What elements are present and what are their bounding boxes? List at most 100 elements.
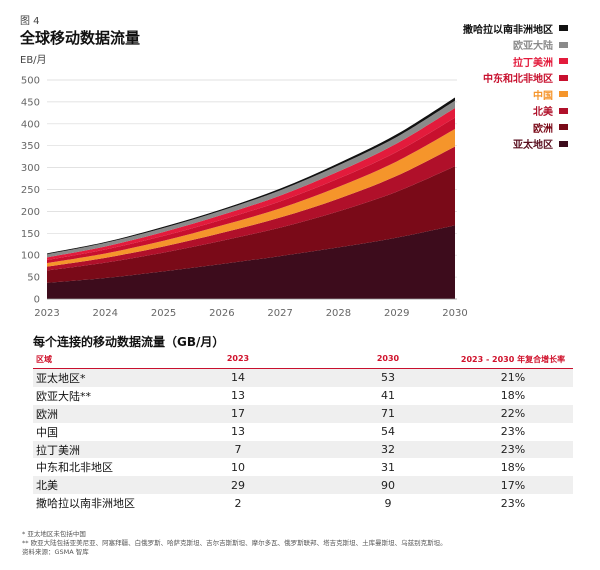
cell-2023: 29 [231,478,245,492]
legend-swatch [559,140,568,147]
y-tick-label: 500 [21,76,40,87]
y-tick-label: 50 [27,273,40,284]
y-tick-label: 150 [21,229,40,240]
area-series [47,166,455,283]
legend-swatch [559,41,568,48]
cell-region: 中国 [36,425,58,439]
table-header: 区域 2023 2030 2023 - 2030 年复合增长率 [33,354,573,369]
cell-2023: 14 [231,371,245,385]
area-series [47,225,455,299]
legend-item: 拉丁美洲 [418,53,568,70]
table-row: 中国 13 54 23% [33,423,573,441]
cell-2023: 13 [231,389,245,403]
legend-swatch [559,74,568,81]
x-tick-label: 2027 [267,308,292,319]
legend-item: 中国 [418,86,568,103]
table-row: 拉丁美洲 7 32 23% [33,440,573,459]
x-tick-label: 2023 [34,308,59,319]
y-tick-label: 350 [21,141,40,152]
cell-2030: 71 [381,407,395,421]
legend-swatch [559,25,568,32]
cell-2030: 90 [381,478,395,492]
table-body: 亚太地区* 14 53 21% 欧亚大陆** 13 41 18% 欧洲 17 71 22% 中国 13 54… [33,369,573,512]
cell-cagr: 23% [500,443,526,456]
cell-2030: 53 [381,371,395,385]
header-2023: 2023 [226,354,250,363]
cell-2023: 17 [231,407,245,421]
y-axis-label: EB/月 [20,54,47,66]
header-cagr: 2023 - 2030 年复合增长率 [460,355,566,364]
footnotes: * 亚太地区未包括中国 ** 欧亚大陆包括亚美尼亚、阿塞拜疆、白俄罗斯、哈萨克斯… [22,530,447,557]
legend-item: 撒哈拉以南非洲地区 [418,20,568,37]
cell-2023: 2 [234,496,242,510]
cell-cagr: 17% [500,478,526,492]
chart-title: 全球移动数据流量 [20,29,141,47]
cell-cagr: 23% [500,425,526,439]
cell-cagr: 21% [500,371,526,385]
cell-region: 欧洲 [36,407,58,421]
y-tick-label: 100 [21,251,40,262]
cell-cagr: 18% [500,389,526,403]
x-tick-label: 2026 [209,308,234,319]
legend-swatch [559,91,568,98]
legend-item: 北美 [418,103,568,120]
cell-2023: 7 [234,443,242,456]
cell-cagr: 22% [500,407,526,421]
x-tick-label: 2028 [326,308,351,319]
table-row: 欧洲 17 71 22% [33,404,573,423]
cell-2030: 54 [381,425,395,439]
table-title: 每个连接的移动数据流量（GB/月） [33,335,225,349]
cell-region: 中东和北非地区 [36,461,113,475]
footnote-1: * 亚太地区未包括中国 [22,530,86,538]
legend-label: 欧亚大陆 [513,41,553,53]
legend-item: 欧洲 [418,119,568,136]
cell-2023: 10 [231,460,245,474]
legend-item: 欧亚大陆 [418,37,568,54]
cell-2023: 13 [231,425,245,439]
legend-label: 欧洲 [533,123,553,135]
legend-item: 亚太地区 [418,136,568,153]
table-row: 中东和北非地区 10 31 18% [33,458,573,476]
cell-2030: 9 [384,496,392,510]
x-tick-label: 2030 [442,308,467,319]
legend-item: 中东和北非地区 [418,70,568,87]
cell-region: 北美 [36,479,58,493]
x-tick-label: 2025 [151,308,176,319]
y-tick-label: 200 [21,207,40,218]
header-2030: 2030 [376,354,400,363]
stacked-area-chart: EB/月 0 50 100 150 200 250 300 350 400 450 500 2023 20… [20,54,468,319]
legend-label: 亚太地区 [513,140,553,152]
y-tick-label: 300 [21,163,40,174]
cell-2030: 32 [381,443,395,456]
legend-label: 拉丁美洲 [513,57,553,69]
legend-swatch [559,58,568,65]
cell-2030: 41 [381,389,395,403]
cell-region: 撒哈拉以南非洲地区 [36,497,135,511]
figure-label: 图 4 [20,16,40,27]
traffic-table: 区域 2023 2030 2023 - 2030 年复合增长率 亚太地区* 14 5… [33,354,573,512]
legend-swatch [559,124,568,131]
footnote-2: ** 欧亚大陆包括亚美尼亚、阿塞拜疆、白俄罗斯、哈萨克斯坦、吉尔吉斯斯坦、摩尔多… [22,539,447,547]
legend-label: 撒哈拉以南非洲地区 [463,24,553,36]
y-tick-label: 0 [34,295,40,306]
chart-legend: 撒哈拉以南非洲地区欧亚大陆拉丁美洲 中东和北非地区 中国北美欧洲亚太地区 [418,20,568,152]
cell-region: 亚太地区* [36,371,86,385]
y-tick-label: 400 [21,119,40,130]
cell-2030: 31 [381,460,395,474]
table-row: 欧亚大陆** 13 41 18% [33,387,573,405]
header-region: 区域 [36,355,52,364]
y-tick-label: 450 [21,97,40,108]
cell-region: 拉丁美洲 [36,443,80,457]
legend-swatch [559,107,568,114]
x-tick-label: 2024 [93,308,118,319]
table-row: 北美 29 90 17% [33,476,573,495]
y-tick-label: 250 [21,185,40,196]
table-row: 撒哈拉以南非洲地区 2 9 23% [33,494,573,512]
cell-region: 欧亚大陆** [36,389,91,403]
footnote-source: 资料来源：GSMA 智库 [22,548,89,556]
cell-cagr: 23% [500,496,526,510]
legend-label: 北美 [533,107,553,119]
cell-cagr: 18% [500,460,526,474]
x-tick-label: 2029 [384,308,409,319]
table-row: 亚太地区* 14 53 21% [33,369,573,387]
